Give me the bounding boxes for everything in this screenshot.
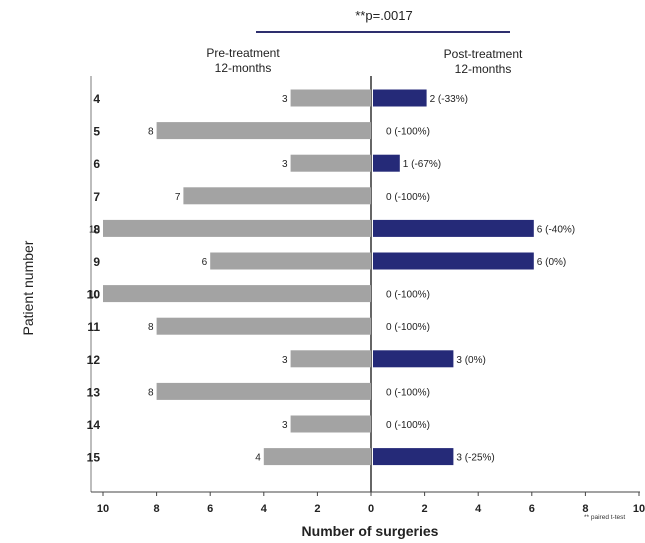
post-treatment-value-label: 6 (-40%) [537,224,575,235]
x-tick-label: 10 [97,503,109,515]
pre-treatment-bar [290,350,371,368]
x-tick-label: 2 [422,503,428,515]
x-tick-label: 2 [314,503,320,515]
pre-treatment-label-line1: Pre-treatment [206,46,280,60]
post-treatment-bar [373,219,534,237]
post-treatment-value-label: 6 (0%) [537,257,566,268]
post-treatment-bar [373,350,454,368]
x-tick-label: 0 [368,503,374,515]
patient-number-label: 7 [93,190,100,204]
x-tick-label: 4 [475,503,482,515]
pre-treatment-value-label: 3 [282,94,288,105]
post-treatment-value-label: 0 (-100%) [386,127,430,138]
patient-number-label: 13 [87,385,101,399]
pre-treatment-bar [103,219,371,237]
x-tick-label: 6 [207,503,213,515]
post-treatment-label-line2: 12-months [454,62,512,76]
x-tick-label: 8 [582,503,588,515]
post-treatment-value-label: 1 (-67%) [403,159,441,170]
pre-treatment-bar [156,122,371,140]
pre-treatment-bar [210,252,371,270]
pre-treatment-bar [103,285,371,303]
pre-treatment-bar [290,89,371,107]
patient-number-label: 10 [87,288,101,302]
patient-number-label: 6 [93,157,100,171]
post-treatment-bar [373,448,454,466]
patient-number-label: 12 [87,353,101,367]
pre-treatment-value-label: 8 [148,387,154,398]
pre-treatment-label-line2: 12-months [214,61,272,75]
pre-treatment-value-label: 3 [282,420,288,431]
post-treatment-label-line1: Post-treatment [443,47,523,61]
patient-number-label: 5 [93,125,100,139]
post-treatment-value-label: 0 (-100%) [386,192,430,203]
pre-treatment-value-label: 10 [89,290,101,301]
post-treatment-value-label: 0 (-100%) [386,290,430,301]
x-tick-label: 10 [633,503,645,515]
post-treatment-value-label: 0 (-100%) [386,322,430,333]
pre-treatment-value-label: 8 [148,322,154,333]
footnote: ** paired t-test [584,514,626,521]
post-treatment-bar [373,154,400,172]
post-treatment-group-label: Post-treatment 12-months [428,47,538,77]
post-treatment-value-label: 0 (-100%) [386,420,430,431]
pre-treatment-bar [263,448,371,466]
pre-treatment-bar [290,415,371,433]
pre-treatment-value-label: 4 [255,453,261,464]
pre-treatment-bar [183,187,371,205]
patient-number-label: 11 [87,320,100,334]
pre-treatment-value-label: 3 [282,355,288,366]
post-treatment-value-label: 3 (-25%) [456,453,494,464]
patient-number-label: 15 [87,451,101,465]
pre-treatment-value-label: 7 [175,192,181,203]
significance-bracket-line [256,31,510,33]
pre-treatment-value-label: 3 [282,159,288,170]
post-treatment-bar [373,89,427,107]
y-axis-label: Patient number [20,240,36,336]
p-value-annotation: **p=.0017 [355,8,413,23]
pre-treatment-bar [156,317,371,335]
pre-treatment-value-label: 8 [148,127,154,138]
x-tick-label: 4 [261,503,268,515]
patient-number-label: 9 [93,255,100,269]
post-treatment-value-label: 0 (-100%) [386,387,430,398]
post-treatment-value-label: 3 (0%) [456,355,485,366]
x-tick-label: 8 [154,503,160,515]
post-treatment-bar [373,252,534,270]
pre-treatment-bar [156,382,371,400]
pre-treatment-group-label: Pre-treatment 12-months [188,46,298,76]
patient-number-label: 8 [93,222,100,236]
post-treatment-value-label: 2 (-33%) [430,94,468,105]
patient-number-label: 4 [93,92,100,106]
x-axis-label: Number of surgeries [301,523,439,539]
patient-number-label: 14 [87,418,101,432]
pre-treatment-value-label: 6 [202,257,208,268]
pre-treatment-bar [290,154,371,172]
x-tick-label: 6 [529,503,535,515]
pre-treatment-value-label: 10 [89,224,101,235]
